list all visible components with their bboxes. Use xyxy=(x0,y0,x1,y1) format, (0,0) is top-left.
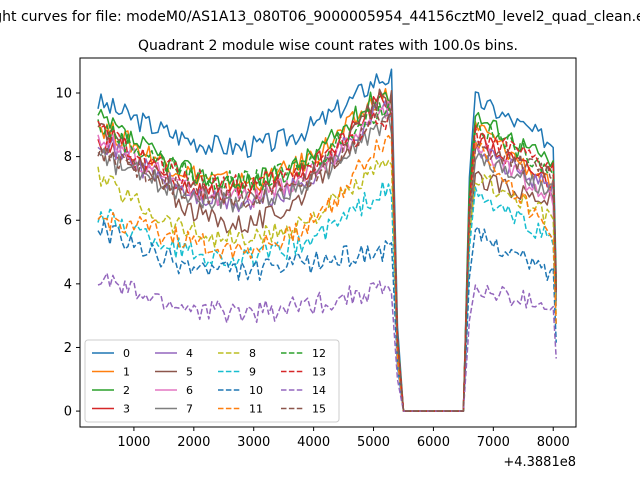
legend-label-3: 3 xyxy=(123,403,130,416)
series-line-8 xyxy=(97,159,557,412)
legend-label-2: 2 xyxy=(123,384,130,397)
legend-label-6: 6 xyxy=(186,384,193,397)
y-tick-label: 6 xyxy=(64,214,72,229)
legend-label-15: 15 xyxy=(312,403,326,416)
series-line-2 xyxy=(97,91,557,412)
x-tick-label: 4000 xyxy=(297,435,330,450)
legend-label-5: 5 xyxy=(186,366,193,379)
legend-label-9: 9 xyxy=(249,366,256,379)
x-tick-label: 5000 xyxy=(357,435,390,450)
legend-label-10: 10 xyxy=(249,384,263,397)
legend-label-0: 0 xyxy=(123,347,130,360)
y-tick-label: 4 xyxy=(64,277,72,292)
series-line-6 xyxy=(97,100,557,412)
legend-frame xyxy=(84,339,340,423)
y-tick-label: 8 xyxy=(64,150,72,165)
legend-label-14: 14 xyxy=(312,384,326,397)
series-line-10 xyxy=(97,219,557,412)
y-tick-label: 10 xyxy=(55,86,72,101)
y-tick-label: 2 xyxy=(64,341,72,356)
legend-label-4: 4 xyxy=(186,347,193,360)
legend-label-1: 1 xyxy=(123,366,130,379)
x-offset-label: +4.3881e8 xyxy=(503,455,576,470)
x-tick-label: 3000 xyxy=(237,435,270,450)
legend-label-11: 11 xyxy=(249,403,263,416)
series-line-11 xyxy=(97,134,557,412)
y-tick-label: 0 xyxy=(64,405,72,420)
x-tick-label: 1000 xyxy=(117,435,150,450)
series-line-14 xyxy=(97,272,557,412)
series-line-4 xyxy=(97,99,557,412)
legend-label-8: 8 xyxy=(249,347,256,360)
series-line-15 xyxy=(97,107,557,412)
x-axis-ticks: 1000 2000 3000 4000 5000 6000 7000 8000 xyxy=(117,427,570,450)
figure-suptitle: Light curves for file: modeM0/AS1A13_080… xyxy=(0,9,640,25)
y-axis-ticks: 0 2 4 6 8 10 xyxy=(55,86,80,420)
chart-title: Quadrant 2 module wise count rates with … xyxy=(138,38,518,54)
series-line-13 xyxy=(97,111,557,412)
series-line-0 xyxy=(97,68,557,412)
x-tick-label: 6000 xyxy=(417,435,450,450)
x-tick-label: 2000 xyxy=(177,435,210,450)
x-tick-label: 8000 xyxy=(537,435,570,450)
plot-frame xyxy=(79,57,577,428)
legend-label-13: 13 xyxy=(312,366,326,379)
x-tick-label: 7000 xyxy=(477,435,510,450)
series-layer xyxy=(97,68,557,412)
legend-label-7: 7 xyxy=(186,403,193,416)
legend-label-12: 12 xyxy=(312,347,326,360)
series-line-12 xyxy=(97,102,557,412)
